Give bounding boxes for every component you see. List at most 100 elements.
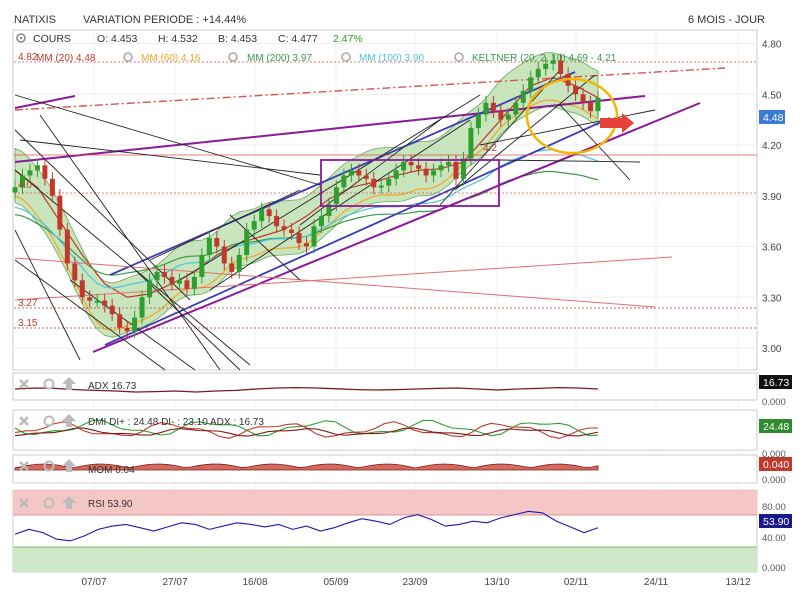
dmi-lines bbox=[14, 419, 599, 439]
dmi-badge-value: 24.48 bbox=[763, 421, 789, 433]
legend-mm20: MM (20) 4.48 bbox=[36, 53, 96, 64]
arrow-up-icon[interactable] bbox=[62, 377, 76, 390]
trend-line bbox=[229, 214, 301, 281]
gear-icon[interactable] bbox=[123, 52, 133, 62]
arrow-up-icon[interactable] bbox=[62, 459, 76, 472]
candle-body bbox=[311, 226, 317, 247]
trend-line bbox=[209, 119, 471, 291]
adx-series bbox=[14, 386, 599, 393]
candle-body bbox=[12, 187, 18, 193]
rsi-badge bbox=[759, 514, 792, 528]
last-price-value: 4.48 bbox=[763, 112, 784, 124]
legend-open: O: 4.453 bbox=[97, 33, 137, 45]
gear-icon[interactable] bbox=[16, 33, 26, 43]
arrow-up-icon[interactable] bbox=[62, 414, 76, 427]
close-icon[interactable] bbox=[19, 416, 29, 426]
candle-body bbox=[520, 90, 526, 103]
candle-body bbox=[64, 229, 70, 264]
resistance-line-dashed bbox=[14, 67, 726, 111]
variation-text: VARIATION PERIODE : +14.44% bbox=[83, 14, 246, 26]
arrow-up-icon[interactable] bbox=[62, 496, 76, 509]
candle-body bbox=[453, 161, 459, 179]
candle-body bbox=[139, 297, 145, 318]
legend-row-1: COURS O: 4.453 H: 4.532 B: 4.453 C: 4.47… bbox=[16, 33, 363, 45]
trend-line bbox=[19, 139, 321, 176]
gear-icon[interactable] bbox=[228, 52, 238, 62]
rsi-level-80: 80.00 bbox=[762, 502, 786, 513]
mom-axis-min: 0.000 bbox=[762, 475, 786, 486]
gear-icon[interactable] bbox=[43, 460, 55, 472]
candle-body bbox=[401, 161, 407, 171]
rsi-badge-value: 53.90 bbox=[763, 516, 789, 528]
candle-body bbox=[176, 280, 182, 284]
dmi-adx-series bbox=[14, 427, 599, 437]
dmi-plus-series bbox=[14, 419, 599, 437]
close-icon[interactable] bbox=[19, 379, 29, 389]
trend-line bbox=[39, 114, 221, 371]
candle-body bbox=[378, 185, 384, 188]
candle-body bbox=[318, 216, 324, 227]
date-tick-label: 13/10 bbox=[484, 577, 509, 588]
price-tick-label: 3.30 bbox=[762, 293, 782, 304]
candle-body bbox=[34, 165, 40, 171]
trend-line bbox=[439, 69, 561, 206]
adx-badge-value: 16.73 bbox=[763, 377, 789, 389]
date-tick-label: 02/11 bbox=[564, 577, 589, 588]
legend-mm100: MM (100) 3.90 bbox=[359, 53, 424, 64]
candle-body bbox=[588, 102, 594, 112]
level-label-315: 3.15 bbox=[18, 318, 38, 329]
price-tick-label: 3.00 bbox=[762, 344, 782, 355]
candle-body bbox=[102, 300, 108, 306]
adx-toolbar: ADX 16.73 bbox=[19, 377, 137, 392]
gear-icon[interactable] bbox=[454, 52, 464, 62]
candle-body bbox=[289, 229, 295, 233]
consolidation-box bbox=[320, 159, 500, 207]
candle-body bbox=[236, 254, 242, 272]
candle-body bbox=[438, 165, 444, 171]
candlesticks bbox=[12, 53, 601, 338]
candle-body bbox=[72, 263, 78, 281]
date-tick-label: 05/09 bbox=[323, 577, 348, 588]
close-icon[interactable] bbox=[19, 461, 29, 471]
candle-body bbox=[408, 161, 414, 166]
date-tick-label: 24/11 bbox=[644, 577, 669, 588]
channel-purple-upper-left bbox=[14, 95, 76, 109]
candle-body bbox=[42, 165, 48, 179]
gear-icon[interactable] bbox=[341, 52, 351, 62]
candle-body bbox=[296, 232, 302, 244]
dmi-label: DMI DI+ : 24.48 DI- : 23.10 ADX : 16.73 bbox=[88, 417, 264, 428]
channel-purple-upper bbox=[14, 95, 646, 163]
trend-line bbox=[179, 94, 481, 281]
gear-icon[interactable] bbox=[43, 497, 55, 509]
candle-body bbox=[595, 97, 601, 112]
adx-panel bbox=[12, 372, 758, 401]
candle-body bbox=[87, 297, 93, 301]
date-axis: 07/07 27/07 16/08 05/09 23/09 13/10 02/11 24/11… bbox=[81, 577, 750, 588]
legend-cours: COURS bbox=[33, 33, 71, 45]
candle-body bbox=[49, 178, 55, 196]
level-label-482: 4.82 bbox=[18, 52, 38, 63]
candle-body bbox=[363, 175, 369, 179]
candle-body bbox=[393, 170, 399, 179]
dmi-axis-min: 0.000 bbox=[762, 449, 786, 460]
close-icon[interactable] bbox=[19, 498, 29, 508]
candle-body bbox=[580, 94, 586, 103]
candle-body bbox=[147, 280, 153, 298]
candle-body bbox=[304, 243, 309, 247]
candle-body bbox=[326, 204, 332, 217]
mom-badge-value: 0.040 bbox=[763, 459, 789, 471]
gear-icon[interactable] bbox=[43, 415, 55, 427]
trend-line bbox=[14, 129, 191, 301]
rsi-label: RSI 53.90 bbox=[88, 499, 133, 510]
rsi-level-0: 0.000 bbox=[762, 563, 786, 574]
gear-icon[interactable] bbox=[43, 378, 55, 390]
candle-body bbox=[266, 209, 272, 217]
level-label-420: 4.2 bbox=[483, 143, 497, 154]
candle-body bbox=[341, 175, 347, 188]
candle-body bbox=[206, 238, 212, 255]
candle-body bbox=[57, 195, 63, 230]
dmi-badge bbox=[759, 419, 792, 433]
candle-body bbox=[513, 102, 519, 115]
candle-body bbox=[199, 254, 205, 277]
candle-body bbox=[229, 263, 235, 272]
